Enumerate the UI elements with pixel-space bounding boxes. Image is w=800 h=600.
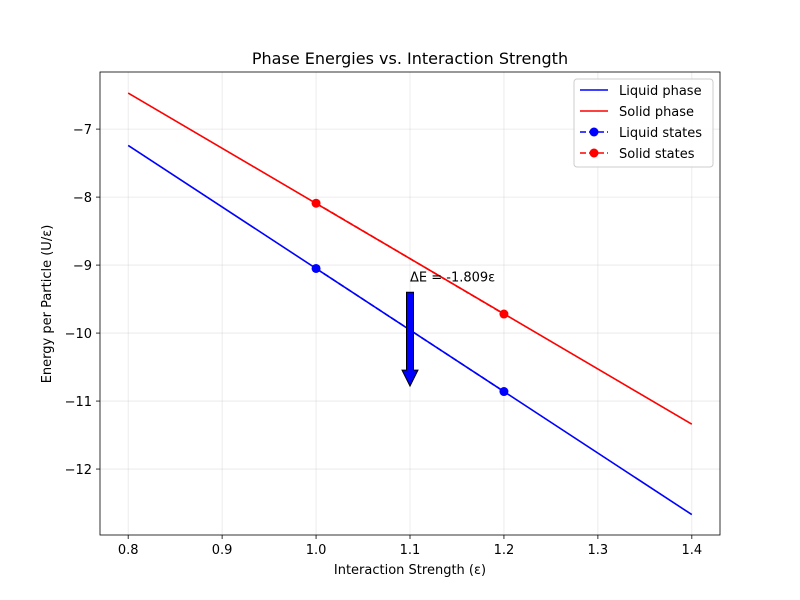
- y-axis: −12 −11 −10 −9 −8 −7: [65, 123, 100, 478]
- liquid-states-marker: [499, 387, 509, 397]
- legend-marker-liquid-states: [589, 127, 599, 137]
- delta-e-label: ΔE = -1.809ε: [410, 270, 495, 285]
- solid-states-marker: [311, 198, 321, 208]
- x-tick-label: 0.9: [212, 543, 233, 558]
- legend-box: [573, 78, 714, 168]
- solid-states-marker: [499, 309, 509, 319]
- legend-label-liquid-phase: Liquid phase: [619, 84, 702, 99]
- x-tick-label: 1.2: [494, 543, 515, 558]
- y-tick-label: −8: [73, 191, 92, 206]
- x-tick-label: 1.0: [306, 543, 327, 558]
- legend-label-solid-phase: Solid phase: [619, 105, 694, 120]
- liquid-states-marker: [311, 263, 321, 273]
- x-tick-label: 1.4: [681, 543, 702, 558]
- legend-marker-solid-states: [589, 148, 599, 158]
- chart-title: Phase Energies vs. Interaction Strength: [252, 49, 568, 68]
- y-tick-label: −10: [65, 327, 92, 342]
- x-tick-label: 0.8: [118, 543, 139, 558]
- legend-label-liquid-states: Liquid states: [619, 126, 702, 141]
- x-axis-label: Interaction Strength (ε): [334, 563, 486, 578]
- delta-e-arrow: [401, 291, 419, 388]
- annotation: ΔE = -1.809ε: [401, 270, 495, 388]
- y-tick-label: −7: [73, 123, 92, 138]
- legend: Liquid phase Solid phase Liquid states Soli…: [573, 78, 714, 168]
- y-tick-label: −12: [65, 463, 92, 478]
- y-tick-label: −9: [73, 259, 92, 274]
- legend-label-solid-states: Solid states: [619, 147, 695, 162]
- x-axis: 0.8 0.9 1.0 1.1 1.2 1.3 1.4: [118, 535, 702, 558]
- x-tick-label: 1.1: [400, 543, 421, 558]
- x-tick-label: 1.3: [588, 543, 609, 558]
- solid-states-dashed-line: [315, 202, 505, 315]
- y-axis-label: Energy per Particle (U/ε): [40, 225, 55, 384]
- y-tick-label: −11: [65, 395, 92, 410]
